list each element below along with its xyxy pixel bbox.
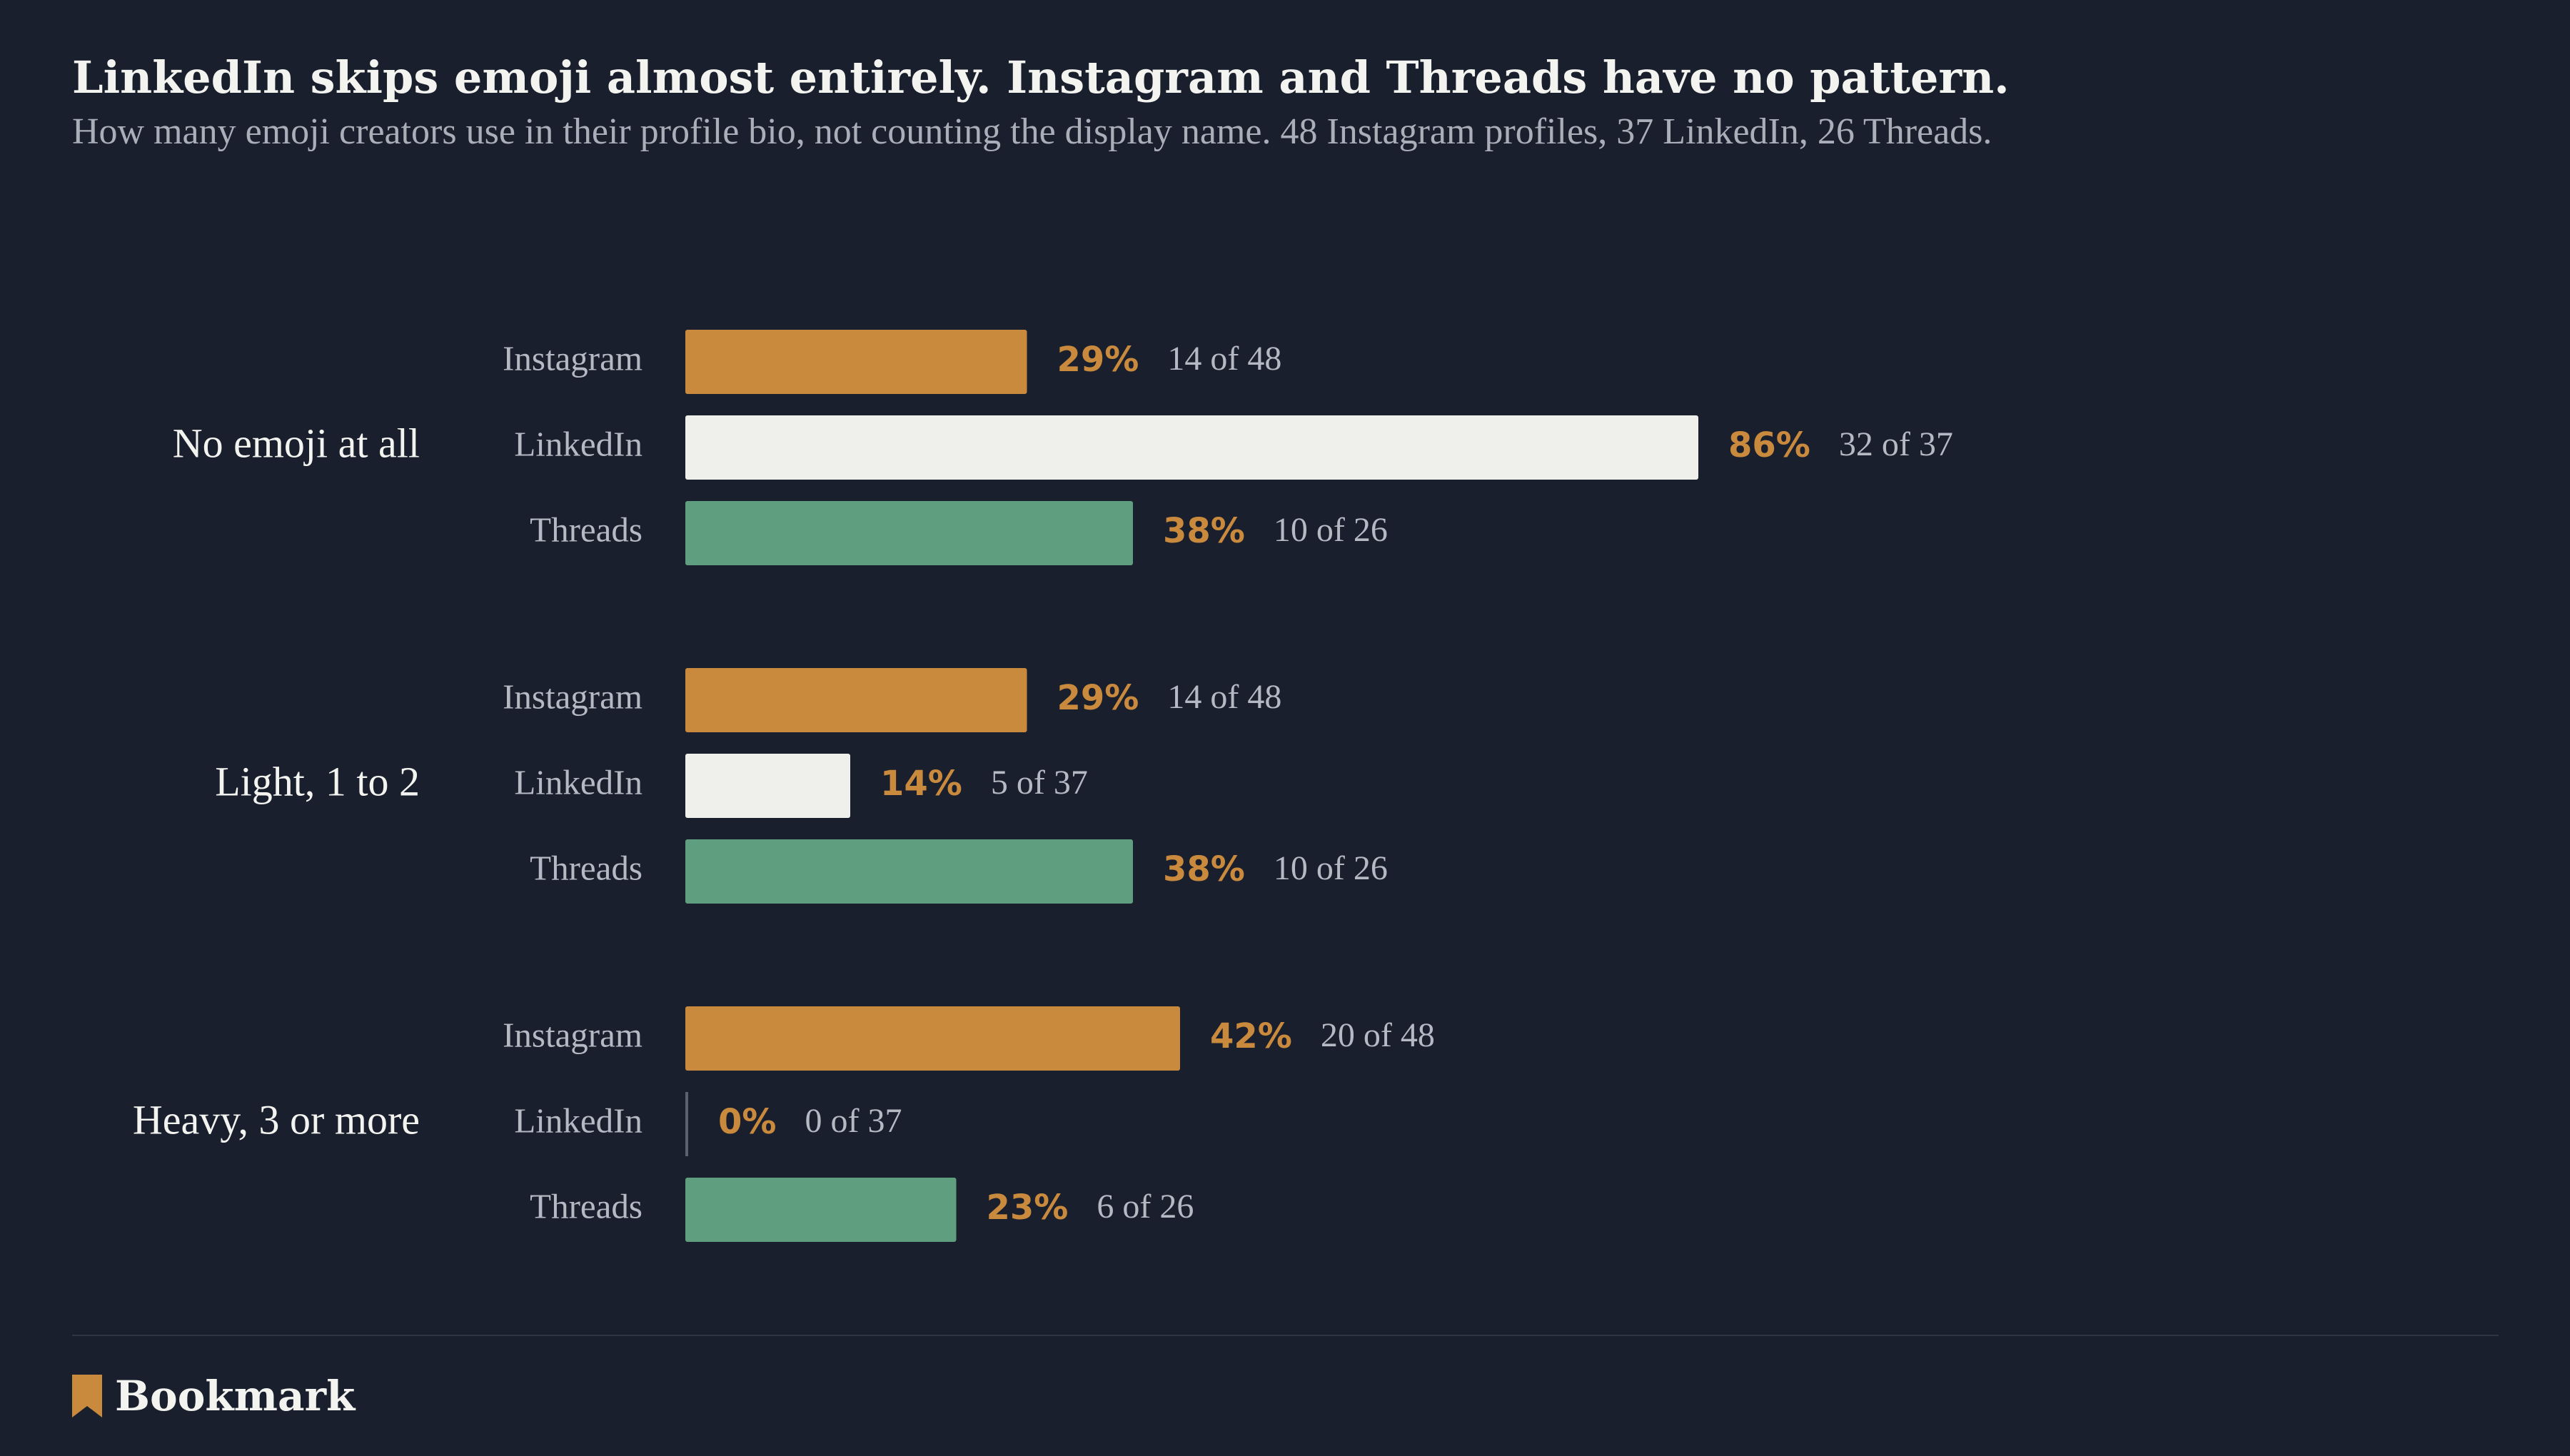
bar-threads bbox=[685, 1178, 957, 1242]
row-label-instagram: Instagram bbox=[503, 338, 642, 378]
percent-label: 14% bbox=[880, 764, 962, 804]
percent-label: 29% bbox=[1057, 678, 1139, 718]
group-label: No emoji at all bbox=[173, 420, 420, 466]
bookmark-icon bbox=[72, 1375, 102, 1417]
bar-instagram bbox=[685, 330, 1027, 394]
bar-threads bbox=[685, 839, 1133, 904]
chart-subtitle: How many emoji creators use in their pro… bbox=[72, 111, 1992, 152]
row-label-threads: Threads bbox=[530, 1186, 642, 1225]
count-label: 10 of 26 bbox=[1274, 511, 1388, 549]
bar-threads bbox=[685, 501, 1133, 565]
bar-linkedin bbox=[685, 754, 850, 818]
row-label-linkedin: LinkedIn bbox=[514, 424, 642, 463]
bar-linkedin bbox=[685, 415, 1698, 480]
percent-label: 38% bbox=[1163, 511, 1245, 551]
bar-instagram bbox=[685, 668, 1027, 732]
count-label: 14 of 48 bbox=[1167, 340, 1281, 378]
percent-label: 38% bbox=[1163, 849, 1245, 889]
count-label: 5 of 37 bbox=[991, 764, 1088, 802]
bar-instagram bbox=[685, 1006, 1180, 1071]
percent-label: 23% bbox=[987, 1188, 1069, 1228]
count-label: 6 of 26 bbox=[1097, 1188, 1194, 1225]
footer-divider bbox=[72, 1335, 2499, 1336]
percent-label: 42% bbox=[1210, 1016, 1292, 1056]
bar-chart: No emoji at all Instagram 29% 14 of 48 Linke… bbox=[133, 330, 1953, 1242]
group-label: Light, 1 to 2 bbox=[215, 758, 420, 804]
percent-label: 29% bbox=[1057, 340, 1139, 380]
brand-name: Bookmark bbox=[115, 1372, 356, 1420]
group-label: Heavy, 3 or more bbox=[133, 1096, 420, 1143]
row-label-linkedin: LinkedIn bbox=[514, 762, 642, 802]
count-label: 14 of 48 bbox=[1167, 678, 1281, 716]
chart-title: LinkedIn skips emoji almost entirely. In… bbox=[72, 51, 2010, 103]
footer: Bookmark bbox=[72, 1367, 355, 1425]
row-label-instagram: Instagram bbox=[503, 677, 642, 716]
count-label: 10 of 26 bbox=[1274, 849, 1388, 887]
count-label: 20 of 48 bbox=[1321, 1016, 1435, 1054]
percent-label: 86% bbox=[1728, 425, 1810, 465]
count-label: 0 of 37 bbox=[805, 1102, 902, 1140]
percent-label: 0% bbox=[718, 1102, 777, 1142]
row-label-linkedin: LinkedIn bbox=[514, 1101, 642, 1140]
count-label: 32 of 37 bbox=[1839, 425, 1953, 463]
row-label-threads: Threads bbox=[530, 848, 642, 887]
bar-linkedin-zero bbox=[685, 1092, 688, 1156]
row-label-instagram: Instagram bbox=[503, 1015, 642, 1054]
row-label-threads: Threads bbox=[530, 510, 642, 549]
